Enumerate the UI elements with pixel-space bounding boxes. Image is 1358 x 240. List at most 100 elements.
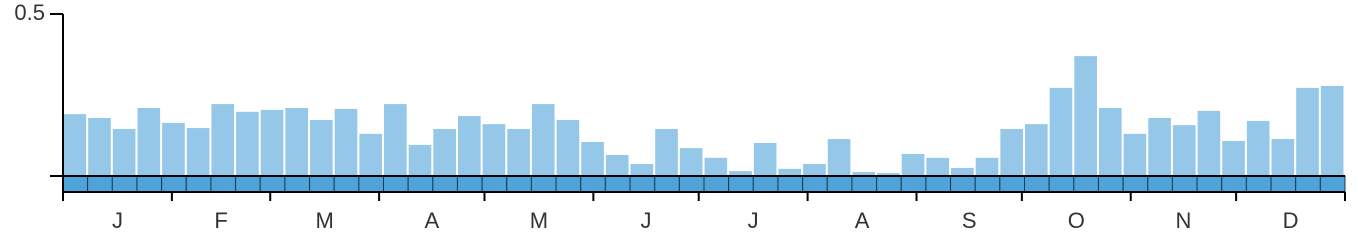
bar [63, 114, 87, 176]
month-label: J [112, 208, 123, 233]
bar [852, 172, 876, 176]
bar [1148, 118, 1171, 176]
presence-cell [974, 175, 1001, 193]
presence-cell [654, 175, 680, 193]
presence-cell [703, 175, 730, 193]
bar [408, 144, 432, 176]
bar [285, 107, 309, 176]
presence-cell [210, 175, 237, 193]
presence-cell [1024, 175, 1050, 193]
bar [1271, 139, 1295, 176]
presence-cell [136, 175, 163, 193]
presence-cell [925, 175, 952, 193]
bar [704, 157, 728, 176]
presence-cell [802, 175, 828, 193]
bar [1296, 87, 1319, 176]
month-label: O [1068, 208, 1085, 233]
bar [827, 139, 851, 176]
month-label: D [1283, 208, 1299, 233]
bar [926, 157, 950, 176]
presence-cell [1196, 175, 1223, 193]
bar [384, 104, 407, 176]
bar [1246, 120, 1270, 176]
bar [803, 164, 826, 176]
bar [482, 124, 506, 176]
bar [753, 142, 777, 176]
bar [1320, 85, 1344, 176]
bar [605, 154, 629, 176]
presence-cell [235, 175, 261, 193]
bar [1172, 125, 1196, 176]
presence-cell [1073, 175, 1099, 193]
bar [1025, 124, 1048, 176]
bar [729, 171, 752, 176]
presence-cell [950, 175, 976, 193]
presence-cell [900, 175, 927, 193]
bar [236, 111, 259, 176]
presence-cell [876, 175, 902, 193]
presence-cell [851, 175, 878, 193]
presence-cell [185, 175, 212, 193]
month-label: J [748, 208, 759, 233]
bar [679, 148, 703, 176]
presence-cell [1295, 175, 1321, 193]
bar [162, 122, 185, 176]
bar [778, 168, 802, 176]
bar [556, 119, 580, 176]
month-label: J [641, 208, 652, 233]
presence-cell [506, 175, 532, 193]
presence-cell [728, 175, 754, 193]
bar [112, 129, 136, 176]
presence-cell [407, 175, 434, 193]
presence-cell [629, 175, 656, 193]
bar [877, 173, 900, 176]
presence-cell [111, 175, 138, 193]
presence-cell [1147, 175, 1173, 193]
presence-cell [333, 175, 360, 193]
bar [359, 133, 382, 176]
bar [507, 129, 530, 176]
presence-cell [604, 175, 631, 193]
presence-cell [456, 175, 483, 193]
bar [975, 157, 999, 176]
month-label: N [1175, 208, 1191, 233]
bar [531, 104, 555, 176]
presence-cell [1122, 175, 1149, 193]
presence-cell [383, 175, 409, 193]
presence-cell [87, 175, 113, 193]
presence-cell [1221, 175, 1247, 193]
presence-cell [259, 175, 286, 193]
month-label: M [530, 208, 548, 233]
bar [1074, 56, 1097, 177]
bar [88, 118, 111, 176]
presence-cell [481, 175, 508, 193]
presence-cell [284, 175, 311, 193]
y-tick-label: 0.5 [14, 0, 45, 25]
month-label: A [855, 208, 870, 233]
bar [211, 104, 235, 176]
month-label: M [316, 208, 334, 233]
presence-cell [752, 175, 779, 193]
presence-cell [432, 175, 458, 193]
presence-cell [678, 175, 705, 193]
presence-cell [1245, 175, 1272, 193]
bar [137, 107, 161, 176]
bar [433, 129, 456, 176]
bar [186, 128, 210, 176]
bar [1000, 129, 1023, 176]
presence-cell [1171, 175, 1198, 193]
presence-cell [1097, 175, 1124, 193]
bar [1098, 107, 1122, 176]
presence-cell [1319, 175, 1346, 193]
presence-cell [309, 175, 335, 193]
bar [334, 108, 358, 176]
presence-cell [62, 175, 89, 193]
bar [1049, 87, 1073, 176]
presence-cell [555, 175, 582, 193]
presence-cell [1270, 175, 1297, 193]
presence-cell [530, 175, 557, 193]
bar [951, 167, 974, 176]
bar [1123, 133, 1147, 176]
